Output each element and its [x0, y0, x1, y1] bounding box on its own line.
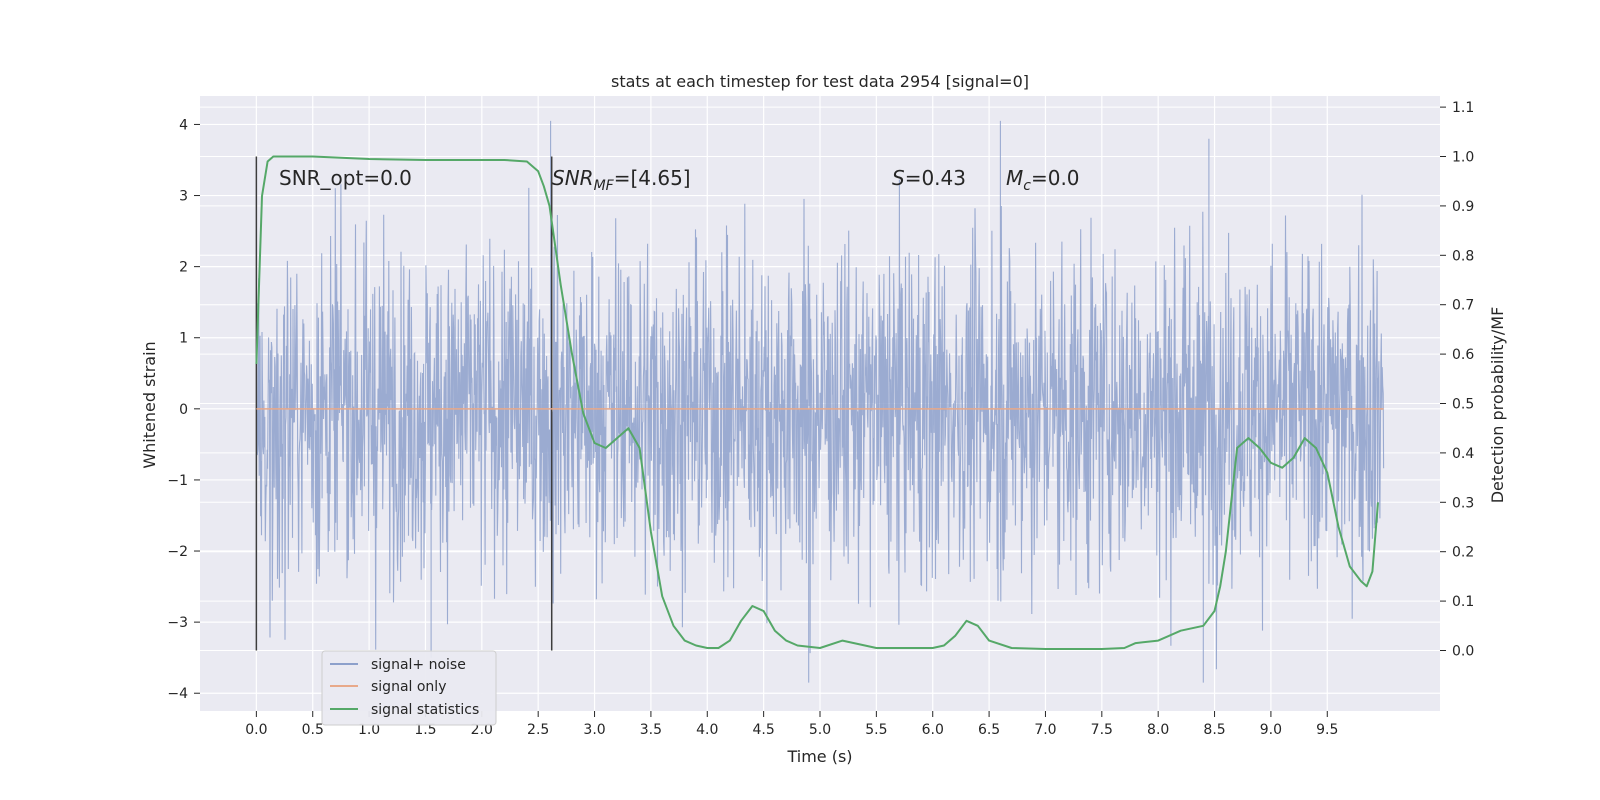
- x-tick-label: 6.0: [922, 722, 944, 738]
- x-tick-label: 1.5: [414, 722, 436, 738]
- x-tick-label: 1.0: [358, 722, 380, 738]
- annotation-mc: Mc=0.0: [1006, 166, 1080, 194]
- y2-tick-label: 0.6: [1452, 347, 1474, 363]
- y-tick-label: 3: [179, 189, 188, 205]
- x-tick-label: 5.5: [865, 722, 887, 738]
- x-tick-label: 9.5: [1316, 722, 1338, 738]
- y-tick-label: 0: [179, 402, 188, 418]
- y2-tick-label: 0.9: [1452, 199, 1474, 215]
- y-tick-label: −4: [167, 686, 188, 702]
- legend-label-signal-only: signal only: [371, 679, 446, 695]
- x-tick-label: 6.5: [978, 722, 1000, 738]
- signal-noise-series: [255, 120, 1385, 683]
- y2-tick-label: 0.0: [1452, 643, 1474, 659]
- annotation-s: S=0.43: [892, 166, 966, 190]
- y-tick-label: 2: [179, 260, 188, 276]
- x-tick-label: 4.5: [753, 722, 775, 738]
- chart-title: stats at each timestep for test data 295…: [611, 72, 1029, 91]
- y-tick-label: −3: [167, 615, 188, 631]
- x-tick-label: 3.5: [640, 722, 662, 738]
- x-tick-label: 0.5: [302, 722, 324, 738]
- signal-statistics-series: [255, 155, 1379, 650]
- x-tick-label: 2.0: [471, 722, 493, 738]
- y2-tick-label: 0.4: [1452, 446, 1474, 462]
- x-tick-label: 9.0: [1260, 722, 1282, 738]
- x-tick-label: 0.0: [245, 722, 267, 738]
- x-axis-ticks: 0.0 0.5 1.0 1.5 2.0 2.5 3.0 3.5 4.0 4.5 5.0 5.5 6.0 6…: [245, 711, 1338, 738]
- signal-statistics-line: [255, 155, 1379, 650]
- y-tick-label: 1: [179, 331, 188, 347]
- x-tick-label: 4.0: [696, 722, 718, 738]
- x-tick-label: 8.5: [1203, 722, 1225, 738]
- y-tick-label: −1: [167, 473, 188, 489]
- legend: signal+ noise signal only signal statist…: [321, 650, 497, 726]
- y-tick-label: 4: [179, 117, 188, 133]
- y2-tick-label: 0.7: [1452, 298, 1474, 314]
- y2-tick-label: 0.5: [1452, 397, 1474, 413]
- x-tick-label: 8.0: [1147, 722, 1169, 738]
- signal-noise-line: [255, 120, 1385, 683]
- legend-box: [321, 650, 497, 726]
- legend-label-signal-statistics: signal statistics: [371, 702, 479, 718]
- annotation-snr-opt: SNR_opt=0.0: [279, 166, 412, 190]
- y2-tick-label: 1.0: [1452, 150, 1474, 166]
- y2-tick-label: 0.1: [1452, 594, 1474, 610]
- annotation-snr-mf: SNRMF=[4.65]: [552, 166, 691, 194]
- annotations: SNR_opt=0.0 SNRMF=[4.65] S=0.43 Mc=0.0: [279, 166, 1080, 194]
- x-tick-label: 7.5: [1091, 722, 1113, 738]
- legend-label-signal-noise: signal+ noise: [371, 657, 466, 673]
- x-tick-label: 5.0: [809, 722, 831, 738]
- y-axis-ticks: 4 3 2 1 0 −1 −2 −3 −4: [167, 117, 200, 702]
- y-tick-label: −2: [167, 544, 188, 560]
- x-tick-label: 3.0: [583, 722, 605, 738]
- x-axis-label: Time (s): [786, 747, 852, 766]
- y2-axis-label: Detection probability/MF: [1488, 307, 1507, 504]
- vertical-markers: [255, 156, 553, 651]
- y-axis-label: Whitened strain: [140, 341, 159, 468]
- x-tick-label: 7.0: [1034, 722, 1056, 738]
- y2-tick-label: 0.2: [1452, 545, 1474, 561]
- y2-axis-ticks: 1.1 1.0 0.9 0.8 0.7 0.6 0.5 0.4 0.3 0.2 0.1 0.0: [1440, 100, 1474, 659]
- y2-tick-label: 0.8: [1452, 248, 1474, 264]
- y2-tick-label: 0.3: [1452, 495, 1474, 511]
- x-tick-label: 2.5: [527, 722, 549, 738]
- y2-tick-label: 1.1: [1452, 100, 1474, 116]
